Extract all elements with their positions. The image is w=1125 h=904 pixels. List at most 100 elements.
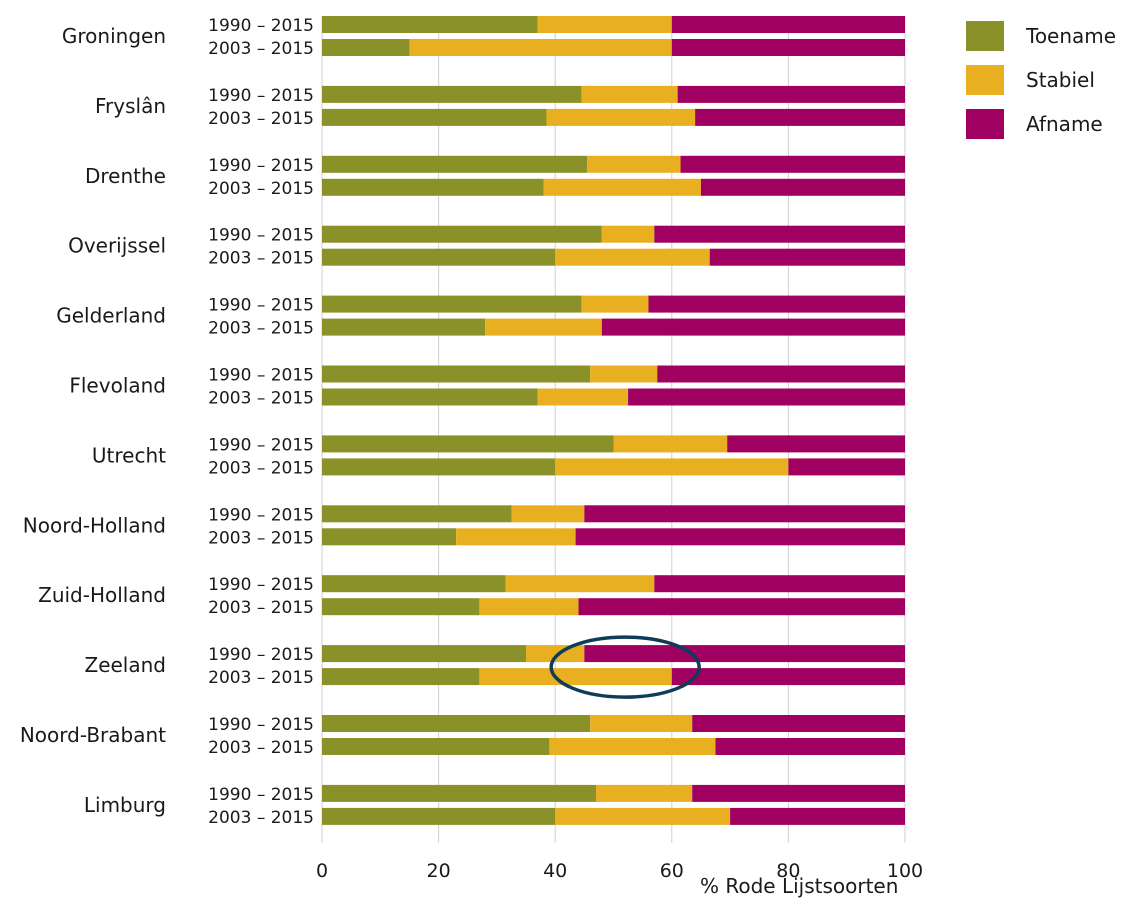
bar-segment-afname bbox=[788, 458, 905, 476]
bar-segment-stabiel bbox=[613, 435, 728, 453]
bar-segment-stabiel bbox=[581, 295, 649, 313]
bar-segment-afname bbox=[671, 39, 905, 56]
bar-segment-toename bbox=[322, 225, 602, 243]
bar-segment-afname bbox=[628, 388, 905, 406]
x-tick-label: 60 bbox=[660, 860, 684, 882]
period-label: 1990 – 2015 bbox=[208, 645, 314, 665]
bar-segment-stabiel bbox=[581, 85, 678, 103]
bar-segment-toename bbox=[322, 155, 588, 173]
bar-segment-stabiel bbox=[456, 528, 576, 546]
period-label: 1990 – 2015 bbox=[208, 435, 314, 455]
bar-segment-afname bbox=[677, 85, 905, 103]
bar-segment-afname bbox=[692, 715, 905, 732]
province-label: Gelderland bbox=[56, 304, 166, 328]
bar-segment-toename bbox=[322, 598, 480, 616]
bar-segment-afname bbox=[578, 598, 905, 616]
bar-segment-toename bbox=[322, 295, 582, 313]
bar-segment-toename bbox=[322, 365, 591, 383]
bar-segment-stabiel bbox=[549, 738, 716, 755]
bar-segment-toename bbox=[322, 575, 506, 593]
province-label: Noord-Holland bbox=[23, 513, 166, 537]
x-tick-label: 20 bbox=[427, 860, 451, 882]
bar-segment-toename bbox=[322, 668, 480, 686]
period-label: 1990 – 2015 bbox=[208, 86, 314, 106]
bar-segment-stabiel bbox=[555, 807, 731, 825]
bar-segment-afname bbox=[648, 295, 905, 313]
bar-segment-afname bbox=[671, 16, 905, 33]
x-tick-label: 40 bbox=[543, 860, 567, 882]
bar-segment-toename bbox=[322, 458, 556, 476]
bar-segment-afname bbox=[680, 155, 905, 173]
province-label: Flevoland bbox=[69, 374, 166, 398]
period-label: 2003 – 2015 bbox=[208, 389, 314, 409]
bar-segment-toename bbox=[322, 435, 614, 453]
bar-segment-toename bbox=[322, 807, 556, 825]
x-axis-title: % Rode Lijstsoorten bbox=[700, 874, 899, 898]
period-label: 1990 – 2015 bbox=[208, 715, 314, 735]
period-label: 2003 – 2015 bbox=[208, 598, 314, 618]
bar-segment-stabiel bbox=[511, 505, 585, 523]
bar-segment-toename bbox=[322, 528, 457, 546]
bar-segment-afname bbox=[692, 784, 905, 802]
bar-segment-stabiel bbox=[543, 178, 701, 196]
period-label: 2003 – 2015 bbox=[208, 808, 314, 828]
bar-segment-stabiel bbox=[601, 225, 655, 243]
bar-segment-afname bbox=[695, 108, 905, 126]
bar-segment-stabiel bbox=[537, 388, 629, 406]
period-label: 1990 – 2015 bbox=[208, 575, 314, 595]
bar-segment-stabiel bbox=[596, 784, 693, 802]
province-label: Zeeland bbox=[85, 653, 167, 677]
bar-segment-afname bbox=[601, 318, 905, 336]
period-label: 2003 – 2015 bbox=[208, 668, 314, 688]
bar-segment-stabiel bbox=[537, 16, 672, 33]
bar-segment-afname bbox=[727, 435, 905, 453]
bar-segment-stabiel bbox=[587, 155, 681, 173]
province-label: Limburg bbox=[84, 793, 166, 817]
bar-segment-stabiel bbox=[409, 39, 672, 56]
bar-segment-toename bbox=[322, 715, 591, 732]
legend-swatch-afname bbox=[966, 109, 1004, 139]
bar-segment-stabiel bbox=[555, 458, 789, 476]
province-label: Noord-Brabant bbox=[20, 723, 166, 747]
bar-segment-toename bbox=[322, 318, 486, 336]
period-label: 1990 – 2015 bbox=[208, 505, 314, 525]
bar-segment-stabiel bbox=[590, 365, 658, 383]
bar-segment-stabiel bbox=[479, 668, 672, 686]
bar-segment-stabiel bbox=[479, 598, 579, 616]
bar-segment-toename bbox=[322, 388, 538, 406]
bar-segment-afname bbox=[654, 575, 905, 593]
bar-segment-toename bbox=[322, 178, 544, 196]
x-tick-label: 100 bbox=[887, 860, 923, 882]
bar-segment-toename bbox=[322, 108, 547, 126]
legend-label-stabiel: Stabiel bbox=[1026, 68, 1095, 92]
bar-segment-stabiel bbox=[485, 318, 602, 336]
period-label: 1990 – 2015 bbox=[208, 296, 314, 316]
bar-segment-stabiel bbox=[590, 715, 693, 732]
legend: Toename Stabiel Afname bbox=[966, 14, 1116, 146]
period-label: 1990 – 2015 bbox=[208, 366, 314, 386]
bar-segment-toename bbox=[322, 248, 556, 266]
bar-segment-stabiel bbox=[546, 108, 696, 126]
period-label: 2003 – 2015 bbox=[208, 319, 314, 339]
bar-segment-toename bbox=[322, 16, 538, 33]
period-label: 2003 – 2015 bbox=[208, 738, 314, 758]
bar-segment-afname bbox=[671, 668, 905, 686]
period-label: 1990 – 2015 bbox=[208, 785, 314, 805]
period-label: 1990 – 2015 bbox=[208, 226, 314, 246]
bar-segment-toename bbox=[322, 39, 410, 56]
annotation-ellipse bbox=[549, 635, 701, 699]
legend-swatch-stabiel bbox=[966, 65, 1004, 95]
period-label: 1990 – 2015 bbox=[208, 16, 314, 36]
bar-segment-toename bbox=[322, 645, 527, 663]
province-label: Utrecht bbox=[92, 443, 166, 467]
bar-segment-toename bbox=[322, 738, 550, 755]
x-tick-label: 0 bbox=[316, 860, 328, 882]
bar-segment-afname bbox=[654, 225, 905, 243]
bar-segment-stabiel bbox=[505, 575, 655, 593]
period-label: 1990 – 2015 bbox=[208, 156, 314, 176]
legend-item-toename: Toename bbox=[966, 14, 1116, 58]
bar-segment-stabiel bbox=[526, 645, 585, 663]
province-label: Drenthe bbox=[85, 164, 166, 188]
bar-segment-toename bbox=[322, 85, 582, 103]
